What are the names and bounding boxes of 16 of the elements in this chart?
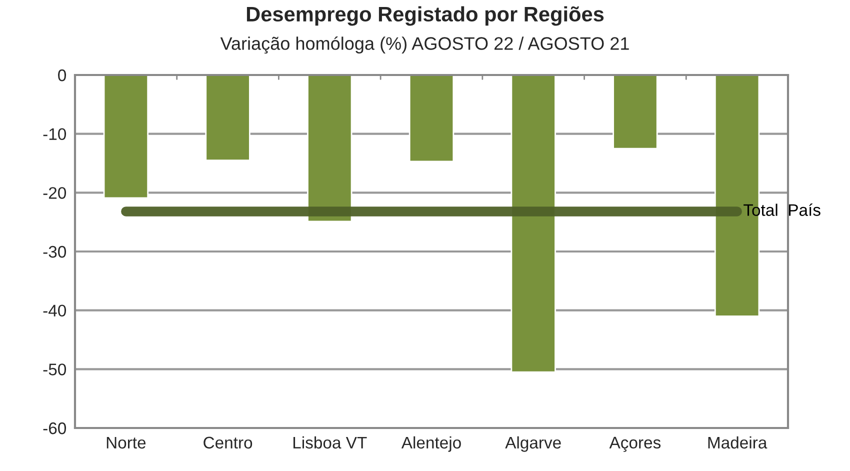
x-tick-label: Açores [609,436,661,452]
y-tick-label: 0 [58,69,66,82]
x-tick-label: Madeira [708,436,768,449]
y-tick-label: -30 [43,246,66,258]
x-tick-label: Centro [204,436,252,449]
chart-subtitle: Variação homóloga (%) AGOSTO 22 / AGOSTO 21 [220,36,629,54]
y-tick-label: -10 [43,128,66,140]
x-tick-label: Lisboa VT [293,436,367,449]
y-tick-label: -50 [43,364,66,376]
x-tick-label: Algarve [505,436,561,452]
y-tick-label: -20 [43,187,66,199]
x-tick-label: Alentejo [401,436,461,452]
chart-title: Desemprego Registado por Regiões [246,6,604,26]
x-tick-label: Norte [106,436,146,449]
y-tick-label: -60 [43,422,66,434]
y-tick-label: -40 [43,304,66,317]
